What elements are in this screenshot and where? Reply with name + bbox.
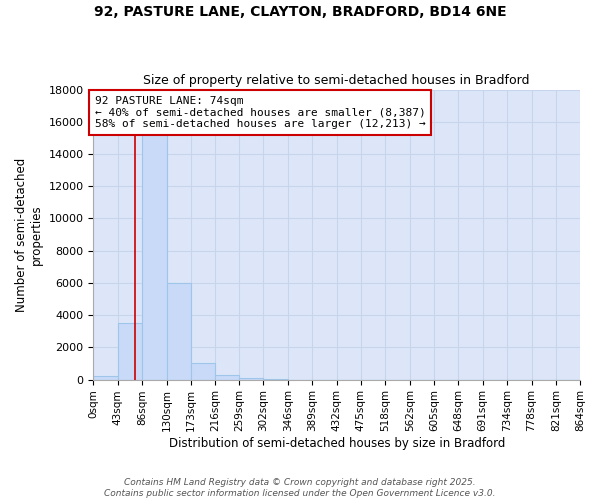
Text: 92 PASTURE LANE: 74sqm
← 40% of semi-detached houses are smaller (8,387)
58% of : 92 PASTURE LANE: 74sqm ← 40% of semi-det… bbox=[95, 96, 425, 129]
X-axis label: Distribution of semi-detached houses by size in Bradford: Distribution of semi-detached houses by … bbox=[169, 437, 505, 450]
Bar bbox=[94, 376, 118, 380]
Bar bbox=[118, 323, 142, 380]
Bar bbox=[215, 375, 239, 380]
Y-axis label: Number of semi-detached
properties: Number of semi-detached properties bbox=[15, 158, 43, 312]
Bar bbox=[167, 283, 191, 380]
Title: Size of property relative to semi-detached houses in Bradford: Size of property relative to semi-detach… bbox=[143, 74, 530, 87]
Text: Contains HM Land Registry data © Crown copyright and database right 2025.
Contai: Contains HM Land Registry data © Crown c… bbox=[104, 478, 496, 498]
Text: 92, PASTURE LANE, CLAYTON, BRADFORD, BD14 6NE: 92, PASTURE LANE, CLAYTON, BRADFORD, BD1… bbox=[94, 5, 506, 19]
Bar bbox=[239, 378, 263, 380]
Bar bbox=[142, 116, 167, 380]
Bar bbox=[191, 364, 215, 380]
